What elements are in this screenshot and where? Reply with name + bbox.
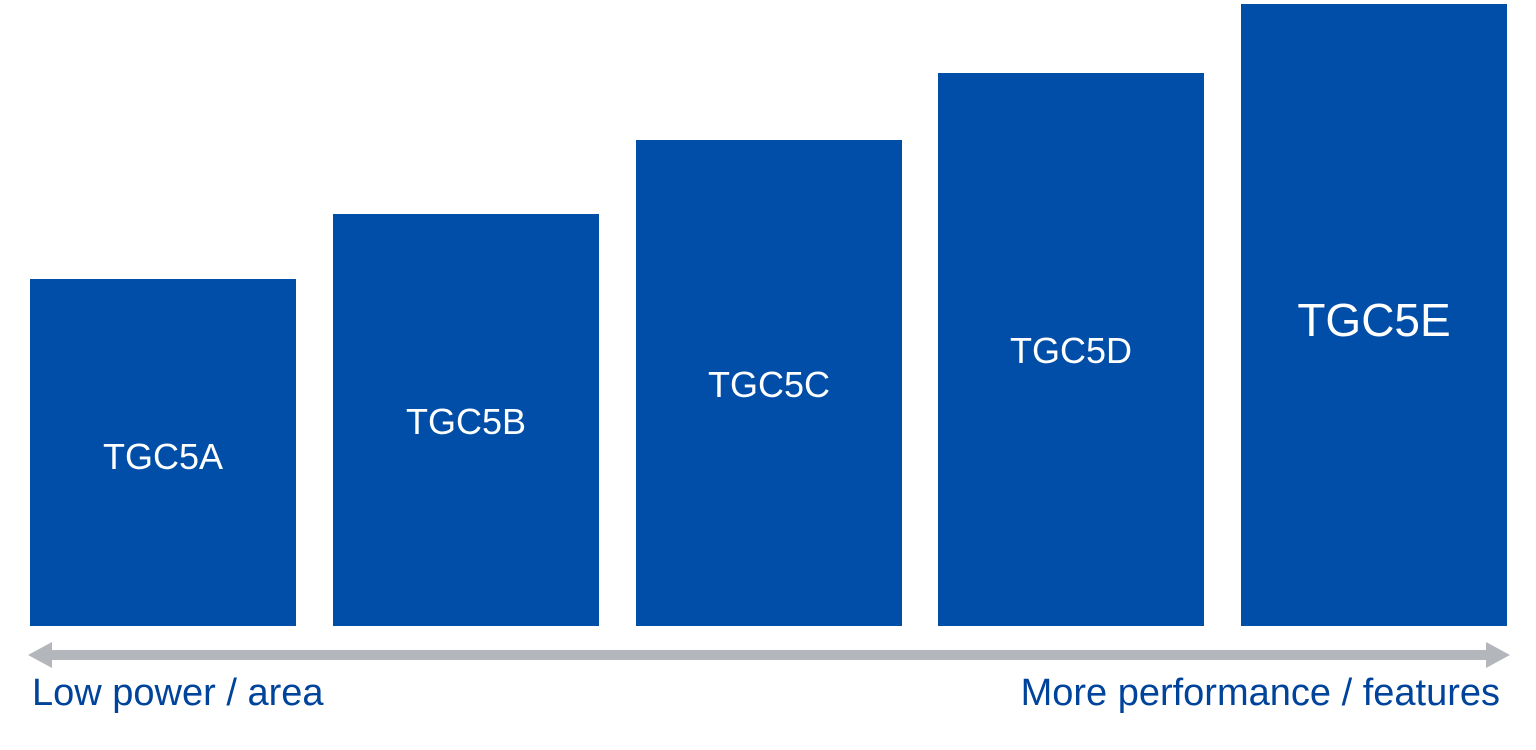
tier-label: TGC5D (1009, 330, 1132, 371)
tier-label: TGC5E (1297, 294, 1451, 346)
arrow-head-right (1486, 642, 1510, 668)
arrow-shaft (50, 650, 1488, 660)
tier-block-tgc5c: TGC5C (636, 140, 902, 626)
tier-block-tgc5d: TGC5D (938, 73, 1204, 626)
double-arrow-icon (28, 642, 1510, 668)
tier-label: TGC5A (102, 436, 224, 477)
axis-label-low-power: Low power / area (32, 672, 324, 714)
axis-label-more-performance: More performance / features (1020, 672, 1500, 714)
tier-block-tgc5b: TGC5B (333, 214, 599, 626)
arrow-head-left (28, 642, 52, 668)
tier-label: TGC5B (405, 401, 527, 442)
tier-block-tgc5a: TGC5A (30, 279, 296, 626)
tier-label: TGC5C (707, 364, 830, 405)
tier-block-tgc5e: TGC5E (1241, 4, 1507, 626)
